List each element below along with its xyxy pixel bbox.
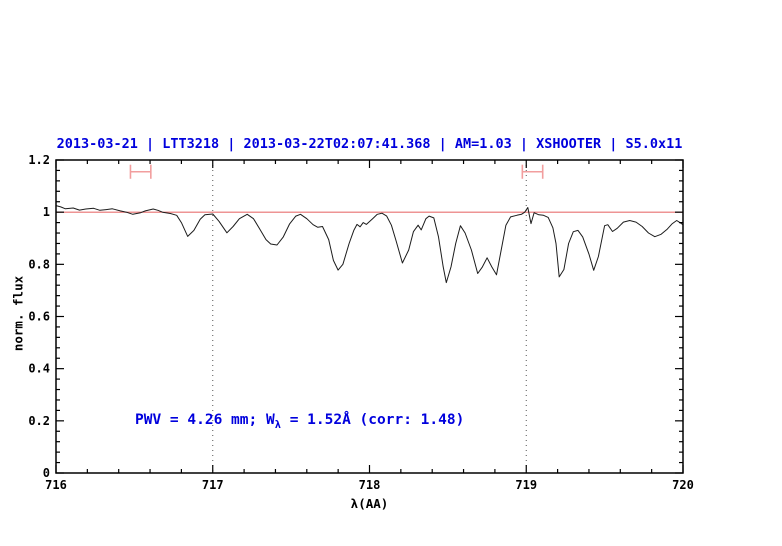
- pwv-annotation-prefix: PWV = 4.26 mm; W: [135, 412, 275, 428]
- pwv-annotation-subscript: λ: [274, 418, 281, 431]
- y-axis-label: norm. flux: [10, 275, 26, 352]
- y-tick-label: 1: [43, 205, 50, 219]
- x-tick-label: 716: [45, 478, 67, 492]
- x-tick-labels: 716 717 718 719 720: [45, 478, 694, 492]
- x-tick-label: 719: [515, 478, 537, 492]
- y-tick-label: 0.2: [28, 414, 50, 428]
- pwv-annotation-suffix: = 1.52Å (corr: 1.48): [280, 412, 465, 428]
- y-tick-label: 1.2: [28, 153, 50, 167]
- y-tick-labels: 0 0.2 0.4 0.6 0.8 1 1.2: [28, 153, 50, 480]
- x-tick-label: 720: [672, 478, 694, 492]
- y-tick-label: 0: [43, 466, 50, 480]
- pwv-markers: [129, 164, 544, 179]
- y-tick-label: 0.8: [28, 257, 50, 271]
- y-tick-label: 0.4: [28, 362, 50, 376]
- x-axis-label: λ(AA): [350, 496, 389, 511]
- x-tick-label: 718: [359, 478, 381, 492]
- pwv-annotation: PWV = 4.26 mm; Wλ = 1.52Å (corr: 1.48): [135, 412, 464, 431]
- plot-title: 2013-03-21 | LTT3218 | 2013-03-22T02:07:…: [56, 136, 683, 152]
- y-tick-label: 0.6: [28, 310, 50, 324]
- spectrum-curve: [55, 205, 684, 284]
- x-tick-label: 717: [202, 478, 224, 492]
- axis-ticks: [55, 159, 684, 474]
- dotted-gridlines: [212, 160, 527, 473]
